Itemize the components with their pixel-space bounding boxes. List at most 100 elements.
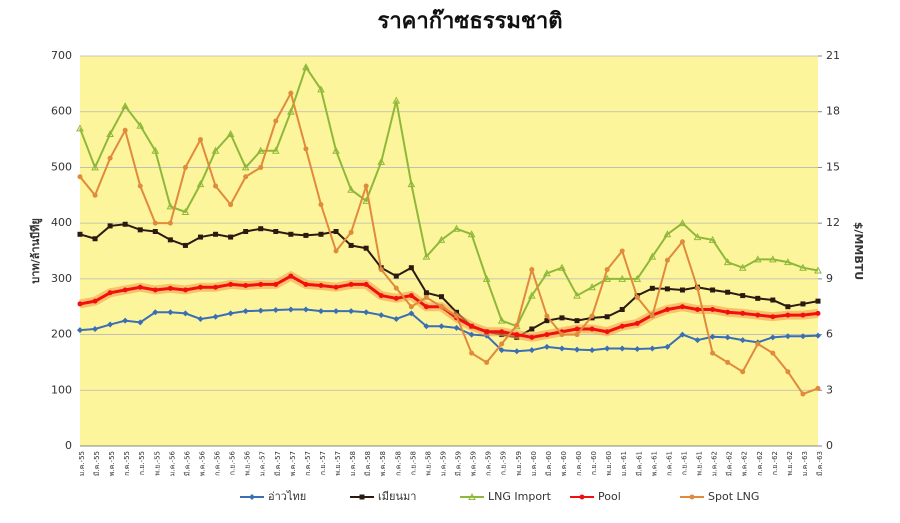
point <box>333 308 340 315</box>
point <box>649 285 655 291</box>
point <box>618 274 627 282</box>
point <box>664 343 671 350</box>
y2-tick-label: 18 <box>826 105 840 118</box>
point <box>213 284 219 290</box>
point <box>363 245 369 251</box>
legend-label: Pool <box>598 490 621 503</box>
point <box>708 235 717 243</box>
point <box>408 293 414 299</box>
point <box>122 221 128 227</box>
x-tick-label: ก.ย.-62 <box>771 451 779 475</box>
point <box>768 255 777 263</box>
point <box>228 234 234 240</box>
point <box>227 310 234 317</box>
point <box>423 294 429 300</box>
point <box>393 285 399 291</box>
x-tick-label: มี.ค.-61 <box>635 451 643 476</box>
x-tick-label: ก.ย.-60 <box>590 451 598 475</box>
point <box>574 318 580 324</box>
point <box>392 96 401 104</box>
point <box>755 341 761 347</box>
y-tick-label: 200 <box>51 328 72 341</box>
point <box>619 323 625 329</box>
x-tick-label: พ.ย.-59 <box>515 451 523 476</box>
point <box>770 350 776 356</box>
point <box>604 267 610 273</box>
point <box>271 146 280 154</box>
point <box>273 118 279 124</box>
point <box>815 385 821 391</box>
y2-tick-label: 12 <box>826 216 840 229</box>
x-tick-label: ก.ค.-56 <box>214 450 222 475</box>
point <box>694 337 701 344</box>
point <box>559 332 565 338</box>
point <box>649 313 655 319</box>
chart-title: ราคาก๊าซธรรมชาติ <box>378 8 563 34</box>
point <box>182 242 188 248</box>
point <box>408 304 414 310</box>
point <box>77 231 83 237</box>
line <box>79 223 819 339</box>
point <box>544 313 550 319</box>
x-tick-label: ก.ค.-59 <box>485 451 493 476</box>
point <box>604 314 610 320</box>
point <box>619 248 625 254</box>
point <box>196 180 205 188</box>
x-tick-label: พ.ค.-57 <box>289 451 297 476</box>
point <box>302 306 309 313</box>
point <box>213 231 219 237</box>
x-tick-label: พ.ค.-58 <box>379 451 387 476</box>
point <box>92 236 98 242</box>
point <box>76 124 84 132</box>
point <box>363 183 369 189</box>
point <box>437 235 446 243</box>
point <box>785 312 791 318</box>
y2-tick-label: 6 <box>826 328 833 341</box>
point <box>136 121 145 129</box>
point <box>302 63 310 71</box>
legend-marker <box>468 492 476 500</box>
point <box>91 163 99 171</box>
legend-label: LNG Import <box>488 490 552 503</box>
point <box>514 332 520 338</box>
point <box>408 310 415 317</box>
point <box>152 229 158 234</box>
point <box>738 263 747 271</box>
point <box>228 281 234 287</box>
point <box>422 252 431 260</box>
point <box>574 346 581 353</box>
point <box>467 230 476 238</box>
point <box>272 307 279 314</box>
point <box>800 391 806 397</box>
point <box>137 319 144 326</box>
point <box>333 248 339 254</box>
point <box>740 293 746 299</box>
point <box>258 226 264 232</box>
point <box>454 313 460 319</box>
point <box>77 174 83 180</box>
point <box>529 326 535 332</box>
point <box>633 274 642 282</box>
point <box>544 318 550 324</box>
point <box>663 230 672 238</box>
point <box>482 274 491 282</box>
point <box>543 343 550 350</box>
point <box>378 312 385 319</box>
point <box>469 350 475 356</box>
point <box>152 287 158 293</box>
point <box>348 281 354 287</box>
point <box>228 202 234 208</box>
x-tick-label: ก.ค.-62 <box>756 451 764 476</box>
point <box>438 323 445 330</box>
point <box>755 312 761 318</box>
x-tick-label: ก.ค.-58 <box>394 451 402 476</box>
y2-tick-label: 0 <box>826 439 833 452</box>
y2-tick-label: 3 <box>826 383 833 396</box>
point <box>769 334 776 341</box>
point <box>678 219 687 227</box>
x-tick-label: มี.ค.-62 <box>726 451 734 476</box>
point <box>770 297 776 303</box>
point <box>588 283 596 291</box>
point <box>77 301 83 307</box>
point <box>527 291 536 299</box>
